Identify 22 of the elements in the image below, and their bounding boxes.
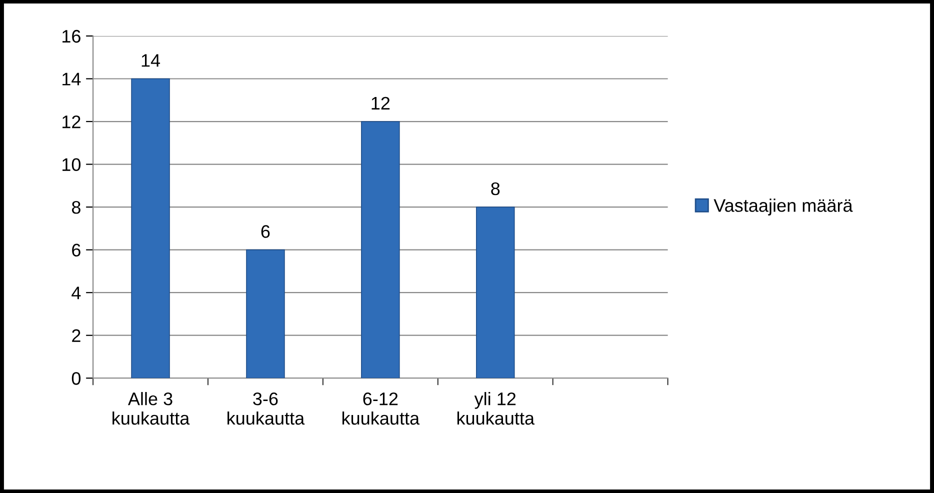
x-tick-label: yli 12 kuukautta <box>457 392 535 425</box>
bar <box>246 249 285 378</box>
y-tick-label: 6 <box>72 244 80 257</box>
bar <box>131 78 170 378</box>
x-tick-label: 3-6 kuukautta <box>228 392 305 425</box>
data-label: 12 <box>372 96 390 110</box>
data-label: 6 <box>261 225 270 238</box>
bar <box>361 121 400 378</box>
x-tick-label: Alle 3 kuukautta <box>112 392 190 425</box>
y-tick-label: 16 <box>62 30 80 43</box>
y-tick-label: 12 <box>62 115 80 128</box>
y-tick-label: 4 <box>72 286 81 300</box>
data-label: 8 <box>491 182 500 196</box>
x-tick-label: 6-12 kuukautta <box>342 392 420 425</box>
y-tick-label: 8 <box>72 200 80 214</box>
legend-label: Vastaajien määrä <box>714 198 853 216</box>
y-tick-label: 2 <box>72 329 80 342</box>
y-tick-label: 10 <box>62 158 81 172</box>
y-tick-label: 0 <box>72 372 81 385</box>
data-label: 14 <box>142 54 160 67</box>
y-tick-label: 14 <box>62 72 81 86</box>
bar <box>476 206 515 378</box>
